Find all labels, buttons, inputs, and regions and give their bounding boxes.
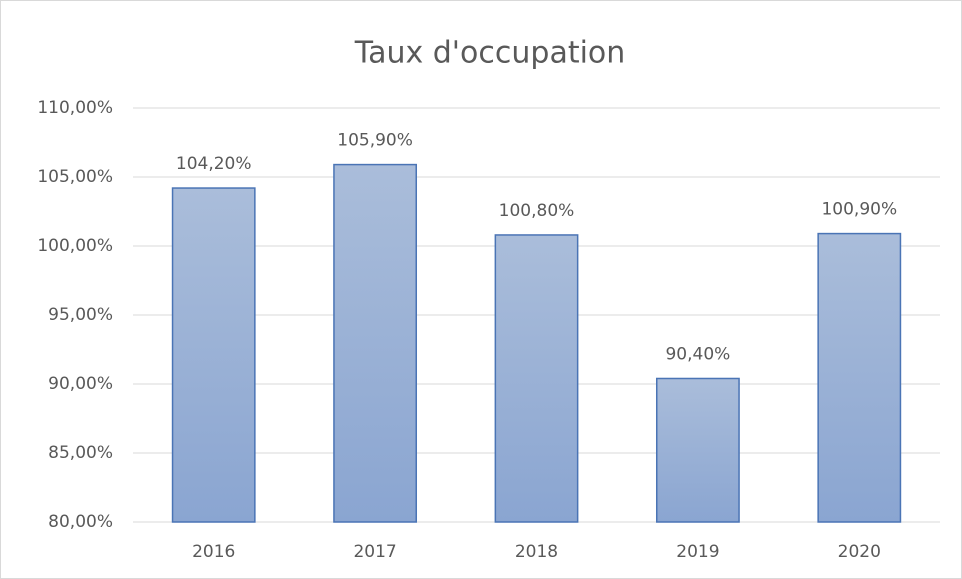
bar xyxy=(171,187,256,523)
y-tick-label: 100,00% xyxy=(37,236,113,256)
y-tick-label: 90,00% xyxy=(48,374,113,394)
x-tick-label: 2020 xyxy=(838,542,881,562)
x-tick-label: 2016 xyxy=(192,542,235,562)
x-tick-label: 2018 xyxy=(515,542,558,562)
x-tick-label: 2017 xyxy=(353,542,396,562)
data-label: 100,90% xyxy=(821,200,897,220)
y-tick-label: 85,00% xyxy=(48,443,113,463)
bar xyxy=(494,234,579,523)
data-label: 100,80% xyxy=(499,201,575,221)
data-label: 105,90% xyxy=(337,131,413,151)
bar xyxy=(817,232,902,523)
bar xyxy=(333,163,418,523)
y-tick-label: 110,00% xyxy=(37,98,113,118)
y-tick-label: 105,00% xyxy=(37,167,113,187)
bar xyxy=(655,377,740,523)
y-tick-label: 80,00% xyxy=(48,512,113,532)
data-label: 90,40% xyxy=(665,344,730,364)
x-tick-label: 2019 xyxy=(676,542,719,562)
data-label: 104,20% xyxy=(176,154,252,174)
y-tick-label: 95,00% xyxy=(48,305,113,325)
chart-title: Taux d'occupation xyxy=(354,36,626,71)
